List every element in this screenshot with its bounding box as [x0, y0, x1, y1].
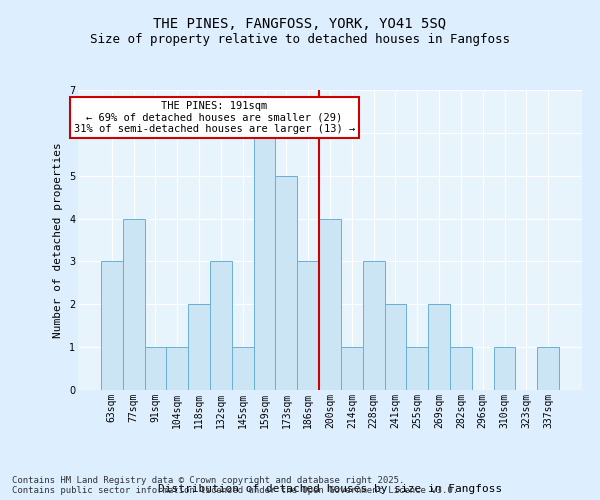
- Bar: [341, 347, 363, 390]
- Bar: [319, 218, 341, 390]
- Bar: [210, 262, 232, 390]
- Bar: [166, 347, 188, 390]
- Bar: [537, 347, 559, 390]
- Bar: [123, 218, 145, 390]
- Bar: [450, 347, 472, 390]
- Bar: [188, 304, 210, 390]
- Bar: [297, 262, 319, 390]
- Bar: [428, 304, 450, 390]
- Bar: [275, 176, 297, 390]
- Text: Size of property relative to detached houses in Fangfoss: Size of property relative to detached ho…: [90, 32, 510, 46]
- Bar: [363, 262, 385, 390]
- Bar: [385, 304, 406, 390]
- Text: THE PINES, FANGFOSS, YORK, YO41 5SQ: THE PINES, FANGFOSS, YORK, YO41 5SQ: [154, 18, 446, 32]
- Bar: [254, 133, 275, 390]
- Bar: [494, 347, 515, 390]
- X-axis label: Distribution of detached houses by size in Fangfoss: Distribution of detached houses by size …: [158, 484, 502, 494]
- Bar: [232, 347, 254, 390]
- Text: Contains HM Land Registry data © Crown copyright and database right 2025.
Contai: Contains HM Land Registry data © Crown c…: [12, 476, 458, 495]
- Bar: [406, 347, 428, 390]
- Y-axis label: Number of detached properties: Number of detached properties: [53, 142, 64, 338]
- Bar: [145, 347, 166, 390]
- Bar: [101, 262, 123, 390]
- Text: THE PINES: 191sqm
← 69% of detached houses are smaller (29)
31% of semi-detached: THE PINES: 191sqm ← 69% of detached hous…: [74, 100, 355, 134]
